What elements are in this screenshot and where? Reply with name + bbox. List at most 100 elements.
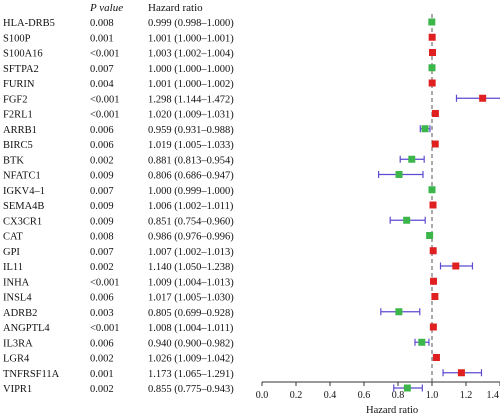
point-estimate — [479, 94, 487, 102]
hazard-ratio-cell: 1.020 (1.009–1.031) — [148, 110, 234, 121]
table-row: ADRB2 0.003 0.805 (0.699–0.928) — [3, 308, 234, 319]
gene-label: CAT — [3, 232, 23, 243]
pvalue-cell: 0.001 — [90, 369, 114, 380]
table-row: LGR4 0.002 1.026 (1.009–1.042) — [3, 354, 234, 365]
point-estimate — [431, 293, 439, 300]
hr-header: Hazard ratio — [148, 2, 203, 14]
hazard-ratio-cell: 1.140 (1.050–1.238) — [148, 262, 234, 273]
table-row: GPI 0.007 1.007 (1.002–1.013) — [3, 247, 234, 258]
table-row: TNFRSF11A 0.001 1.173 (1.065–1.291) — [3, 369, 234, 380]
pvalue-cell: 0.002 — [90, 262, 114, 273]
table-row: ANGPTL4 <0.001 1.008 (1.004–1.011) — [3, 323, 234, 334]
pvalue-cell: 0.006 — [90, 140, 114, 151]
hazard-ratio-cell: 0.851 (0.754–0.960) — [148, 216, 234, 227]
gene-label: ARRB1 — [3, 125, 37, 136]
gene-label: NFATC1 — [3, 171, 41, 182]
hazard-ratio-cell: 0.959 (0.931–0.988) — [148, 125, 234, 136]
hazard-ratio-cell: 0.999 (0.998–1.000) — [148, 18, 234, 29]
hazard-ratio-cell: 0.986 (0.976–0.996) — [148, 232, 234, 243]
gene-label: TNFRSF11A — [3, 369, 60, 380]
pvalue-cell: 0.009 — [90, 201, 114, 212]
point-estimate — [395, 308, 403, 316]
point-estimate — [431, 110, 439, 117]
gene-label: GPI — [3, 247, 20, 258]
point-estimate — [429, 323, 437, 331]
pvalue-cell: <0.001 — [90, 94, 120, 105]
gene-label: ADRB2 — [3, 308, 37, 319]
x-tick-label: 1.0 — [426, 390, 439, 401]
pvalue-cell: <0.001 — [90, 323, 120, 334]
pvalue-cell: 0.009 — [90, 216, 114, 227]
table-row: BTK 0.002 0.881 (0.813–0.954) — [3, 155, 234, 166]
point-estimate — [403, 384, 411, 392]
hazard-ratio-cell: 1.001 (1.000–1.002) — [148, 79, 234, 90]
x-axis: Hazard ratio 0.0 0.2 0.4 0.6 0.8 1.0 1.2 1.4 — [256, 381, 500, 416]
point-estimate — [429, 49, 437, 56]
hazard-ratio-cell: 0.881 (0.813–0.954) — [148, 155, 234, 166]
point-estimate — [452, 262, 460, 270]
gene-label: F2RL1 — [3, 110, 33, 121]
hazard-ratio-cell: 1.001 (1.000–1.001) — [148, 33, 234, 44]
point-estimate — [428, 186, 436, 194]
pvalue-cell: 0.003 — [90, 308, 114, 319]
hazard-ratio-cell: 1.019 (1.005–1.033) — [148, 140, 234, 151]
table-row: FGF2 <0.001 1.298 (1.144–1.472) — [3, 94, 234, 105]
x-tick-label: 0.2 — [290, 390, 303, 401]
table-row: S100A16 <0.001 1.003 (1.002–1.004) — [3, 49, 234, 60]
gene-label: SEMA4B — [3, 201, 44, 212]
x-tick-label: 1.2 — [460, 390, 473, 401]
pvalue-cell: <0.001 — [90, 49, 120, 60]
pvalue-cell: 0.002 — [90, 384, 114, 395]
point-estimate — [426, 232, 434, 239]
table-row: BIRC5 0.006 1.019 (1.005–1.033) — [3, 140, 234, 151]
pvalue-cell: 0.001 — [90, 33, 114, 44]
x-tick-label: 0.4 — [324, 390, 337, 401]
pvalue-cell: 0.002 — [90, 155, 114, 166]
hazard-ratio-cell: 1.000 (1.000–1.000) — [148, 64, 234, 75]
x-tick-label: 0.0 — [256, 390, 269, 401]
table-row: SFTPA2 0.007 1.000 (1.000–1.000) — [3, 64, 234, 75]
table-row: NFATC1 0.009 0.806 (0.686–0.947) — [3, 171, 234, 182]
hazard-ratio-cell: 1.298 (1.144–1.472) — [148, 94, 234, 105]
point-estimate — [429, 247, 437, 255]
table-row: IL3RA 0.006 0.940 (0.900–0.982) — [3, 338, 234, 349]
plot-marks — [378, 18, 500, 392]
gene-label: IL11 — [3, 262, 23, 273]
table-row: IL11 0.002 1.140 (1.050–1.238) — [3, 262, 234, 273]
point-estimate — [403, 216, 411, 224]
pvalue-header: P value — [89, 2, 123, 14]
x-tick-label: 1.4 — [487, 390, 500, 401]
pvalue-cell: <0.001 — [90, 277, 120, 288]
pvalue-cell: 0.006 — [90, 338, 114, 349]
point-estimate — [432, 354, 440, 361]
point-estimate — [428, 18, 436, 26]
point-estimate — [428, 79, 436, 87]
hazard-ratio-cell: 0.855 (0.775–0.943) — [148, 384, 234, 395]
hazard-ratio-cell: 1.008 (1.004–1.011) — [148, 323, 234, 334]
table-row: CX3CR1 0.009 0.851 (0.754–0.960) — [3, 216, 234, 227]
gene-label: LGR4 — [3, 354, 30, 365]
table-row: CAT 0.008 0.986 (0.976–0.996) — [3, 232, 234, 243]
table-row: S100P 0.001 1.001 (1.000–1.001) — [3, 33, 234, 44]
point-estimate — [428, 64, 436, 72]
gene-label: FGF2 — [3, 94, 28, 105]
point-estimate — [395, 171, 403, 178]
table-row: HLA-DRB5 0.008 0.999 (0.998–1.000) — [3, 18, 234, 29]
point-estimate — [421, 125, 429, 133]
gene-label: IL3RA — [3, 338, 33, 349]
gene-label: FURIN — [3, 79, 35, 90]
pvalue-cell: 0.002 — [90, 354, 114, 365]
gene-label: IGKV4–1 — [3, 186, 45, 197]
table-row: ARRB1 0.006 0.959 (0.931–0.988) — [3, 125, 234, 136]
gene-label: HLA-DRB5 — [3, 18, 55, 29]
point-estimate — [430, 277, 438, 285]
x-tick-label: 0.6 — [358, 390, 371, 401]
hazard-ratio-cell: 1.007 (1.002–1.013) — [148, 247, 234, 258]
pvalue-cell: 0.006 — [90, 125, 114, 136]
gene-label: BTK — [3, 155, 24, 166]
x-tick-label: 0.8 — [392, 390, 405, 401]
hazard-ratio-cell: 1.006 (1.002–1.011) — [148, 201, 234, 212]
hazard-ratio-cell: 0.806 (0.686–0.947) — [148, 171, 234, 182]
pvalue-cell: <0.001 — [90, 110, 120, 121]
point-estimate — [408, 155, 416, 163]
